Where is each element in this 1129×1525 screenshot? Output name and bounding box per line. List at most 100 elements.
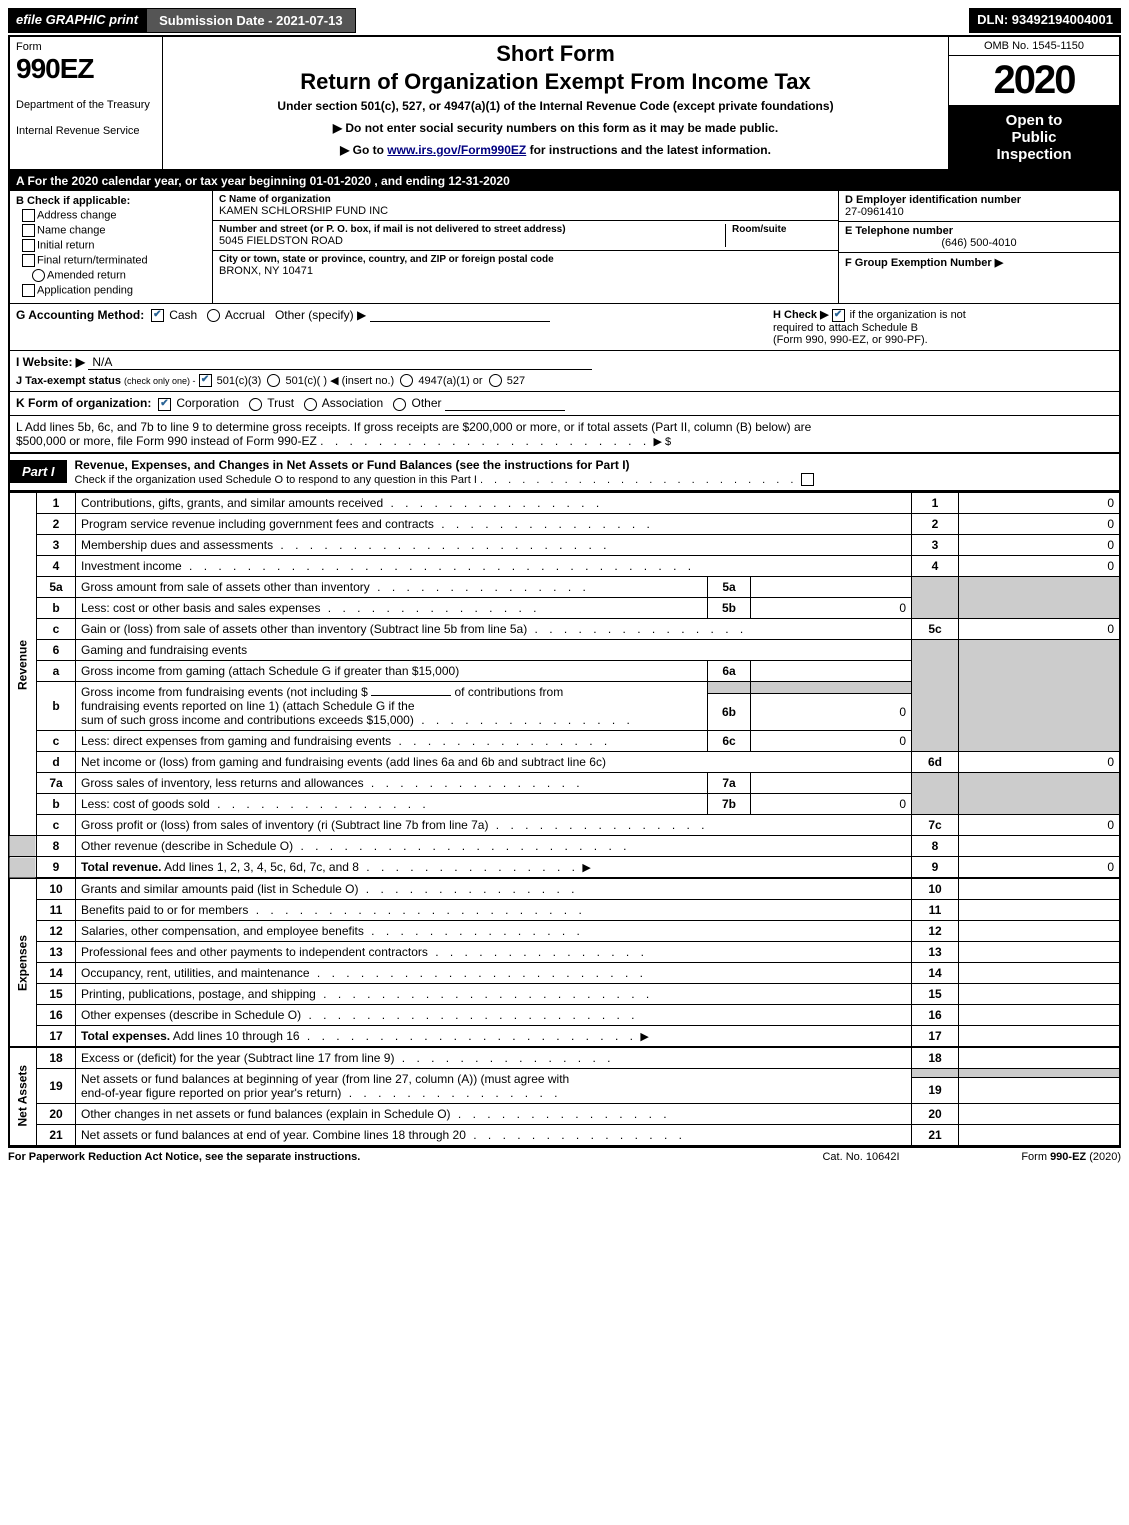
check-cash[interactable]: ✔ bbox=[151, 309, 164, 322]
city-label: City or town, state or province, country… bbox=[219, 254, 832, 265]
check-address-change[interactable]: Address change bbox=[22, 209, 206, 222]
check-corporation[interactable]: ✔ bbox=[158, 398, 171, 411]
org-name-label: C Name of organization bbox=[219, 194, 832, 205]
l6c-mnum: 6c bbox=[708, 731, 751, 752]
l7a-mnum: 7a bbox=[708, 773, 751, 794]
l2-rval: 0 bbox=[959, 514, 1121, 535]
l19-rval-shade bbox=[959, 1069, 1121, 1078]
j-sub: (check only one) - bbox=[124, 376, 196, 386]
street-cell: Number and street (or P. O. box, if mail… bbox=[213, 221, 838, 251]
check-other-org[interactable] bbox=[393, 398, 406, 411]
line-7c: c Gross profit or (loss) from sales of i… bbox=[9, 815, 1120, 836]
goto-suffix: for instructions and the latest informat… bbox=[526, 143, 771, 157]
l9-desc-bold: Total revenue. bbox=[81, 860, 161, 874]
form-header: Form 990EZ Department of the Treasury In… bbox=[8, 35, 1121, 171]
open-public-l1: Open to bbox=[953, 112, 1115, 129]
l7c-rnum: 7c bbox=[912, 815, 959, 836]
top-bar: efile GRAPHIC print Submission Date - 20… bbox=[8, 8, 1121, 33]
check-amended-return[interactable]: Amended return bbox=[32, 269, 206, 282]
box-b-title: B Check if applicable: bbox=[16, 195, 206, 207]
check-trust[interactable] bbox=[249, 398, 262, 411]
other-specify-blank[interactable] bbox=[370, 321, 550, 322]
l4-rval: 0 bbox=[959, 556, 1121, 577]
l11-num: 11 bbox=[37, 900, 76, 921]
city-value: BRONX, NY 10471 bbox=[219, 265, 832, 277]
l2-num: 2 bbox=[37, 514, 76, 535]
l19-rnum-shade bbox=[912, 1069, 959, 1078]
footer-right-suffix: (2020) bbox=[1086, 1151, 1121, 1163]
j-label: J Tax-exempt status bbox=[16, 375, 121, 387]
line-12: 12 Salaries, other compensation, and emp… bbox=[9, 921, 1120, 942]
check-h[interactable]: ✔ bbox=[832, 309, 845, 322]
l5c-num: c bbox=[37, 619, 76, 640]
l6b-desc2: of contributions from bbox=[455, 685, 564, 699]
l8-rnum: 8 bbox=[912, 836, 959, 857]
line-21: 21 Net assets or fund balances at end of… bbox=[9, 1125, 1120, 1146]
l6-rval-shaded bbox=[959, 640, 1121, 752]
l6b-desc1: Gross income from fundraising events (no… bbox=[81, 685, 368, 699]
check-501c3[interactable]: ✔ bbox=[199, 374, 212, 387]
goto-line: ▶ Go to www.irs.gov/Form990EZ for instru… bbox=[171, 143, 940, 157]
line-6: 6 Gaming and fundraising events bbox=[9, 640, 1120, 661]
l14-rval bbox=[959, 963, 1121, 984]
ein-label: D Employer identification number bbox=[845, 194, 1113, 206]
footer-right-prefix: Form bbox=[1021, 1151, 1050, 1163]
line-18: Net Assets 18 Excess or (deficit) for th… bbox=[9, 1047, 1120, 1069]
l15-desc: Printing, publications, postage, and shi… bbox=[76, 984, 912, 1005]
l12-desc: Salaries, other compensation, and employ… bbox=[76, 921, 912, 942]
info-grid: B Check if applicable: Address change Na… bbox=[8, 191, 1121, 304]
l5a-mval bbox=[751, 577, 912, 598]
l16-rval bbox=[959, 1005, 1121, 1026]
side-revenue: Revenue bbox=[9, 493, 37, 836]
check-4947[interactable] bbox=[400, 374, 413, 387]
submission-date: Submission Date - 2021-07-13 bbox=[146, 8, 356, 33]
l6d-num: d bbox=[37, 752, 76, 773]
line-13: 13 Professional fees and other payments … bbox=[9, 942, 1120, 963]
check-schedule-o[interactable] bbox=[801, 473, 814, 486]
street-label: Number and street (or P. O. box, if mail… bbox=[219, 224, 719, 235]
check-accrual[interactable] bbox=[207, 309, 220, 322]
header-left: Form 990EZ Department of the Treasury In… bbox=[10, 37, 163, 169]
check-501c[interactable] bbox=[267, 374, 280, 387]
l8-num: 8 bbox=[37, 836, 76, 857]
line-8: 8 Other revenue (describe in Schedule O)… bbox=[9, 836, 1120, 857]
l2-desc: Program service revenue including govern… bbox=[76, 514, 912, 535]
line-17: 17 Total expenses. Add lines 10 through … bbox=[9, 1026, 1120, 1048]
l6b-mval: 0 bbox=[751, 694, 912, 731]
l6a-mnum: 6a bbox=[708, 661, 751, 682]
label-4947: 4947(a)(1) or bbox=[418, 375, 482, 387]
check-initial-return[interactable]: Initial return bbox=[22, 239, 206, 252]
l19-desc1: Net assets or fund balances at beginning… bbox=[81, 1072, 569, 1086]
check-527[interactable] bbox=[489, 374, 502, 387]
website-value: N/A bbox=[88, 355, 592, 370]
l6b-desc3: fundraising events reported on line 1) (… bbox=[81, 699, 415, 713]
l6b-blank[interactable] bbox=[371, 695, 451, 696]
h-label: H Check ▶ bbox=[773, 309, 829, 321]
check-application-pending[interactable]: Application pending bbox=[22, 284, 206, 297]
l19-rval bbox=[959, 1077, 1121, 1103]
gh-row: G Accounting Method: ✔ Cash Accrual Othe… bbox=[8, 304, 1121, 351]
l18-num: 18 bbox=[37, 1047, 76, 1069]
header-right: OMB No. 1545-1150 2020 Open to Public In… bbox=[949, 37, 1119, 169]
l7ab-rval-shaded bbox=[959, 773, 1121, 815]
other-org-blank[interactable] bbox=[445, 410, 565, 411]
part1-table: Revenue 1 Contributions, gifts, grants, … bbox=[8, 492, 1121, 1146]
side-expenses: Expenses bbox=[9, 878, 37, 1047]
phone-label: E Telephone number bbox=[845, 225, 1113, 237]
check-final-return[interactable]: Final return/terminated bbox=[22, 254, 206, 267]
phone-value: (646) 500-4010 bbox=[845, 237, 1113, 249]
check-name-change[interactable]: Name change bbox=[22, 224, 206, 237]
line-15: 15 Printing, publications, postage, and … bbox=[9, 984, 1120, 1005]
l13-rnum: 13 bbox=[912, 942, 959, 963]
l12-num: 12 bbox=[37, 921, 76, 942]
under-section: Under section 501(c), 527, or 4947(a)(1)… bbox=[171, 99, 940, 113]
check-association[interactable] bbox=[304, 398, 317, 411]
l3-rnum: 3 bbox=[912, 535, 959, 556]
l20-rval bbox=[959, 1104, 1121, 1125]
line-2: 2 Program service revenue including gove… bbox=[9, 514, 1120, 535]
l7c-num: c bbox=[37, 815, 76, 836]
irs-link[interactable]: www.irs.gov/Form990EZ bbox=[387, 143, 526, 157]
l6d-rnum: 6d bbox=[912, 752, 959, 773]
l9-desc-text: Add lines 1, 2, 3, 4, 5c, 6d, 7c, and 8 bbox=[161, 860, 358, 874]
l5b-desc: Less: cost or other basis and sales expe… bbox=[76, 598, 708, 619]
